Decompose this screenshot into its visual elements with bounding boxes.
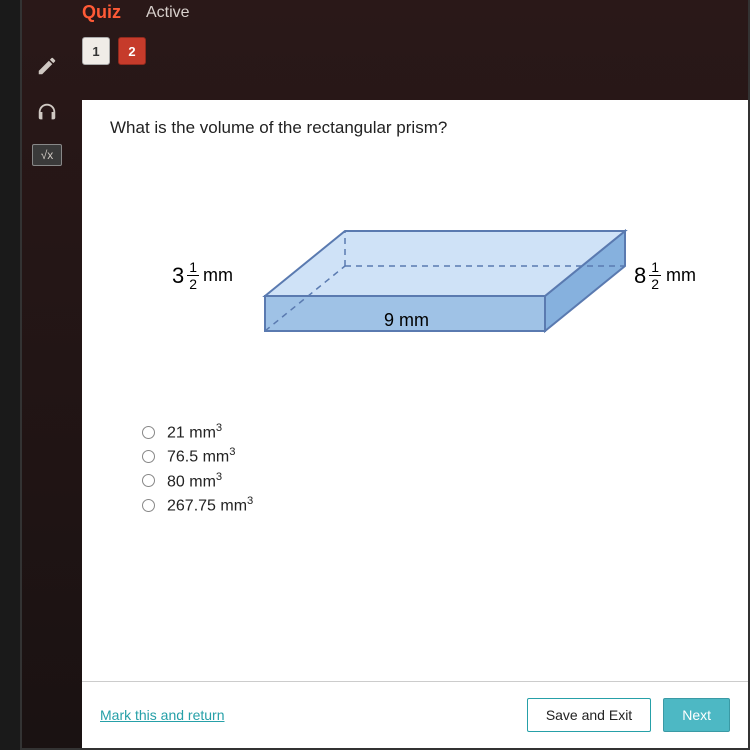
active-label: Active <box>146 4 190 22</box>
quiz-label: Quiz <box>82 2 121 23</box>
nav-question-2[interactable]: 2 <box>118 37 146 65</box>
left-toolbar: √x <box>32 52 62 166</box>
nav-question-1[interactable]: 1 <box>82 37 110 65</box>
header: Quiz Active 1 2 <box>22 0 748 71</box>
radio-icon <box>142 474 155 487</box>
option-label: 21 mm3 <box>167 422 222 442</box>
radio-icon <box>142 499 155 512</box>
radio-icon <box>142 450 155 463</box>
option-a[interactable]: 21 mm3 <box>142 420 688 444</box>
formula-tool-icon[interactable]: √x <box>32 144 62 166</box>
option-c[interactable]: 80 mm3 <box>142 469 688 493</box>
mark-return-link[interactable]: Mark this and return <box>100 707 225 723</box>
question-panel: What is the volume of the rectangular pr… <box>82 100 748 748</box>
option-label: 76.5 mm3 <box>167 446 235 466</box>
depth-label: 8 12 mm <box>634 260 696 291</box>
option-b[interactable]: 76.5 mm3 <box>142 444 688 468</box>
question-text: What is the volume of the rectangular pr… <box>82 100 748 146</box>
option-label: 80 mm3 <box>167 471 222 491</box>
question-nav: 1 2 <box>82 37 728 65</box>
option-label: 267.75 mm3 <box>167 495 253 515</box>
headphones-icon[interactable] <box>33 98 61 126</box>
next-button[interactable]: Next <box>663 698 730 732</box>
footer-bar: Mark this and return Save and Exit Next <box>82 681 748 748</box>
quiz-screen: Quiz Active 1 2 √x What is the volume of… <box>20 0 750 750</box>
width-label: 9 mm <box>384 310 429 331</box>
height-label: 3 12 mm <box>172 260 233 291</box>
radio-icon <box>142 426 155 439</box>
pencil-icon[interactable] <box>33 52 61 80</box>
save-exit-button[interactable]: Save and Exit <box>527 698 651 732</box>
option-d[interactable]: 267.75 mm3 <box>142 493 688 517</box>
answer-options: 21 mm3 76.5 mm3 80 mm3 267.75 mm3 <box>82 412 748 525</box>
